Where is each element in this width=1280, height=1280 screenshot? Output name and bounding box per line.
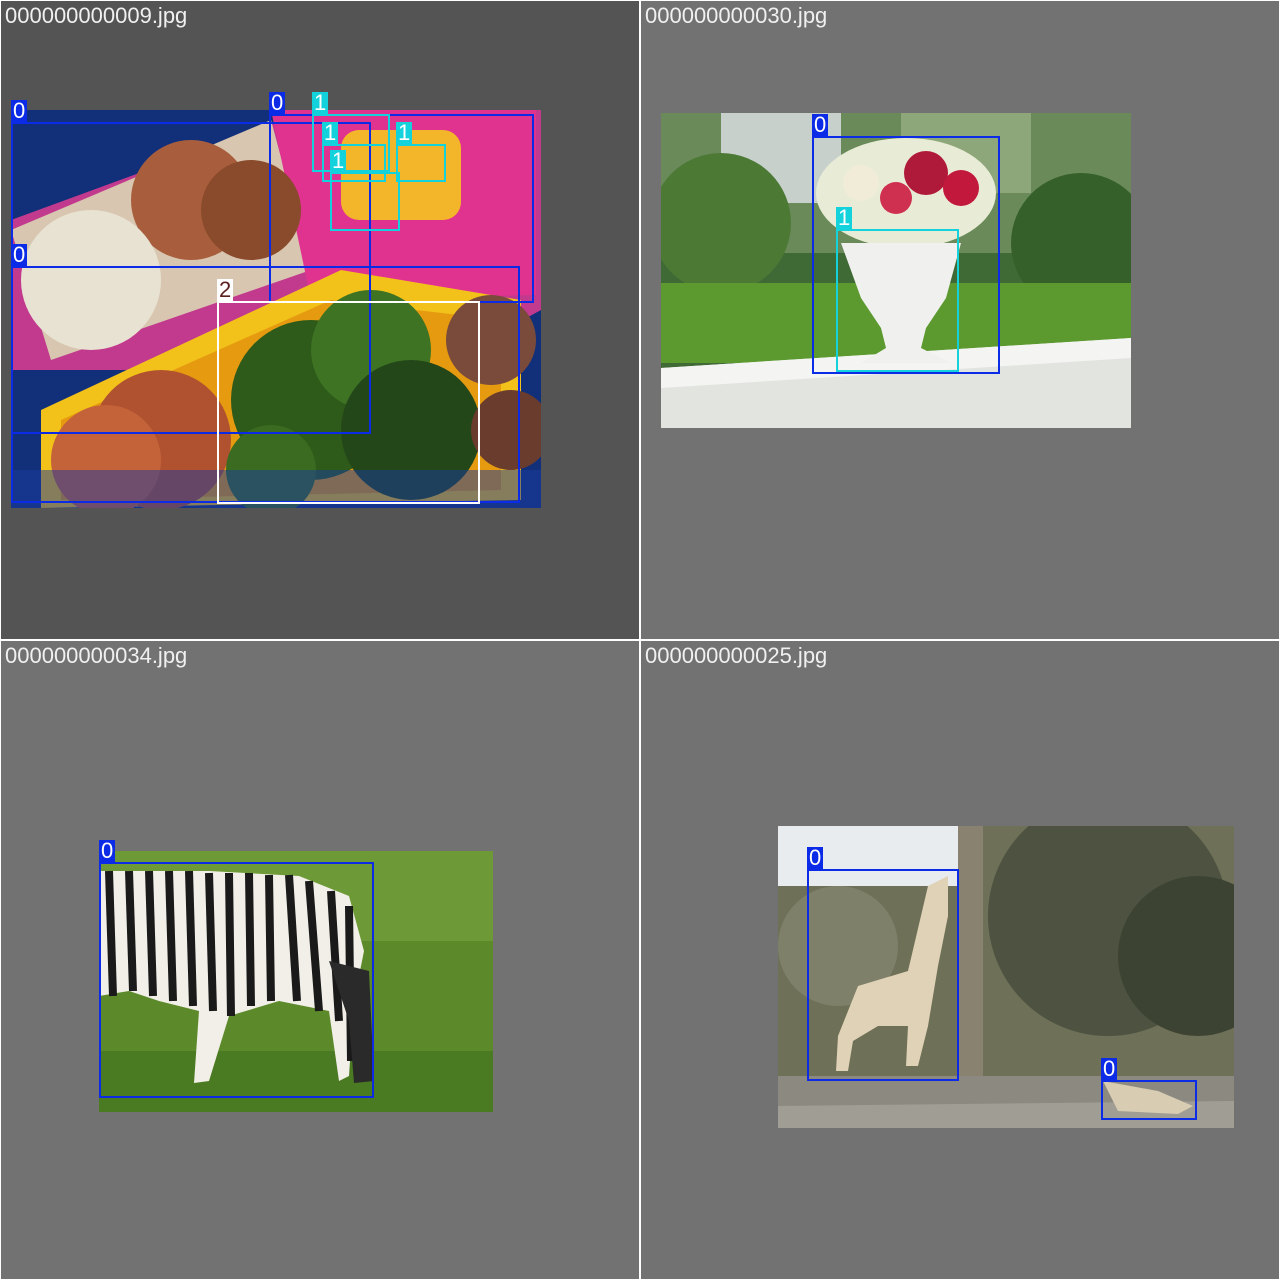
class-label: 0 (11, 98, 28, 123)
detection-box (396, 144, 446, 182)
image-tile[interactable]: 000000000009.jpg (1, 1, 639, 639)
class-label: 1 (330, 148, 347, 173)
image-filename: 000000000030.jpg (645, 3, 828, 28)
detection-box (836, 229, 959, 372)
image-filename: 000000000025.jpg (645, 643, 828, 668)
class-label: 1 (322, 120, 339, 145)
class-label: 0 (269, 90, 286, 115)
detection-box (807, 869, 959, 1081)
class-label: 1 (396, 120, 413, 145)
detection-box (322, 144, 386, 182)
detection-box (1101, 1080, 1197, 1120)
class-label: 0 (99, 838, 116, 863)
class-label: 1 (312, 90, 329, 115)
detection-box (99, 862, 374, 1098)
image-tile[interactable]: 000000000034.jpg (1, 641, 639, 1279)
detection-box (217, 301, 480, 504)
photo-flower-vase (661, 113, 1131, 428)
class-label: 0 (11, 242, 28, 267)
image-tile[interactable]: 000000000025.jpg 0 0 (641, 641, 1279, 1279)
photo-zebra (99, 851, 493, 1112)
detection-box (312, 114, 390, 172)
detection-box (330, 172, 400, 231)
class-label: 0 (807, 845, 824, 870)
detection-box (812, 136, 1000, 374)
image-tile[interactable]: 000000000030.jpg 0 1 (641, 1, 1279, 639)
image-filename: 000000000034.jpg (5, 643, 188, 668)
photo-lunchbox (11, 110, 541, 508)
image-filename: 000000000009.jpg (5, 3, 188, 28)
class-label: 0 (812, 112, 829, 137)
class-label: 2 (217, 277, 234, 302)
class-label: 1 (836, 205, 853, 230)
class-label: 0 (1101, 1056, 1118, 1081)
photo-giraffes (778, 826, 1234, 1128)
